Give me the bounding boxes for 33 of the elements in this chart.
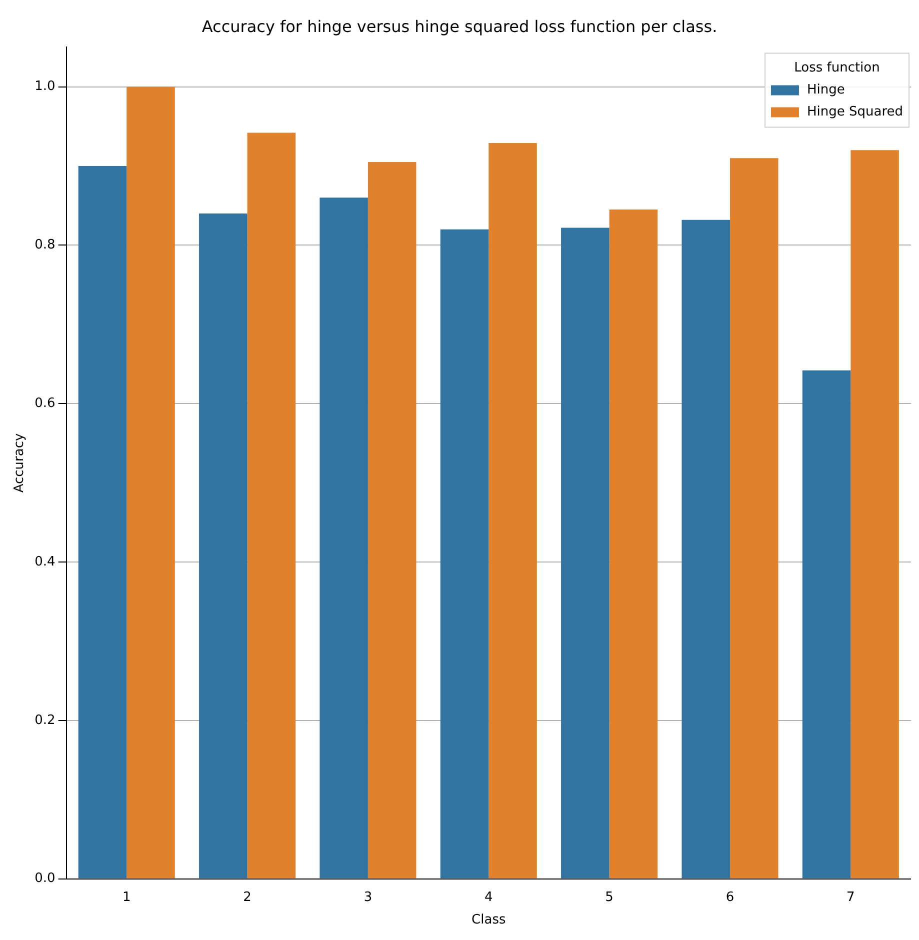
- bar: [561, 228, 610, 878]
- chart-title: Accuracy for hinge versus hinge squared loss function per class.: [202, 16, 718, 36]
- bar: [682, 220, 730, 878]
- bar: [126, 86, 175, 878]
- bar: [802, 370, 851, 878]
- x-tick-label: 6: [726, 890, 734, 905]
- bar: [850, 150, 899, 878]
- bar: [440, 229, 489, 878]
- bar: [320, 198, 368, 878]
- x-tick-label: 2: [243, 890, 252, 905]
- legend-title: Loss function: [794, 60, 880, 76]
- bar: [247, 132, 296, 878]
- x-tick-label: 4: [484, 890, 493, 905]
- y-tick-label: 0.0: [34, 871, 56, 886]
- x-axis-title: Class: [472, 912, 506, 928]
- x-tick-label: 7: [846, 890, 855, 905]
- y-tick-label: 1.0: [34, 79, 56, 94]
- bar: [78, 166, 127, 878]
- y-tick-label: 0.4: [34, 554, 56, 570]
- y-tick-label: 0.8: [34, 238, 56, 253]
- bar: [488, 143, 537, 878]
- bar: [368, 162, 416, 878]
- x-tick-label: 3: [364, 890, 372, 905]
- y-tick-label: 0.6: [34, 396, 56, 411]
- x-tick-label: 1: [122, 890, 131, 905]
- bar: [730, 158, 778, 878]
- legend-label: Hinge: [806, 82, 845, 98]
- bar: [609, 210, 658, 878]
- y-tick-label: 0.2: [34, 712, 56, 728]
- bar: [199, 214, 248, 878]
- legend-label: Hinge Squared: [806, 104, 904, 120]
- y-axis-title: Accuracy: [12, 433, 28, 493]
- x-tick-label: 5: [605, 890, 614, 905]
